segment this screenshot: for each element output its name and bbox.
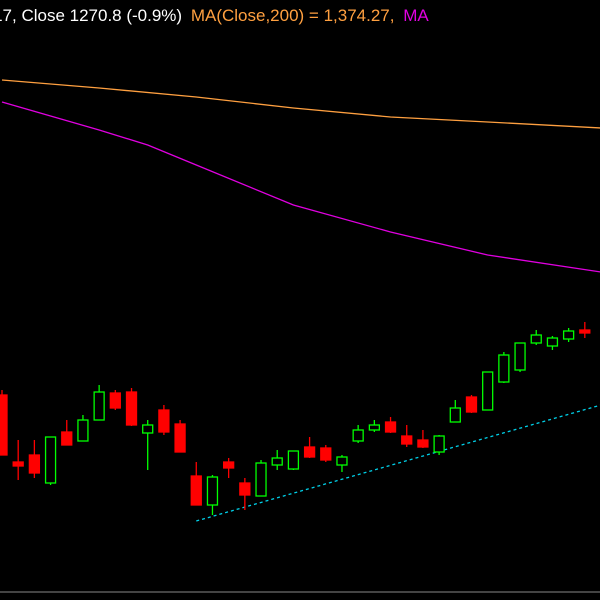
- candle-body: [384, 421, 397, 433]
- candle-body: [142, 424, 154, 434]
- candle-body: [546, 337, 559, 347]
- candle-body: [352, 429, 364, 442]
- candle-body: [61, 431, 73, 446]
- candle-body: [93, 391, 105, 421]
- candle-body: [287, 450, 300, 470]
- candle-body: [562, 330, 575, 340]
- trendline: [196, 404, 600, 522]
- candle-body: [401, 435, 413, 445]
- candle-body: [417, 439, 429, 448]
- candle-body: [190, 475, 202, 506]
- ma-line: [1, 79, 600, 129]
- candle-body: [433, 435, 445, 453]
- candle-body: [125, 391, 138, 426]
- candle-body: [336, 456, 348, 466]
- legend-entry: MA: [403, 6, 429, 25]
- candle-body: [271, 457, 283, 466]
- candle-body: [222, 461, 235, 469]
- header: 249.17, Close 1270.8 (-0.9%) MA(Close,20…: [0, 6, 429, 25]
- candle-body: [239, 482, 251, 496]
- candle-body: [109, 392, 121, 409]
- candle-body: [498, 354, 510, 383]
- candle-body: [368, 424, 381, 431]
- candle-body: [77, 419, 89, 442]
- legend-entry: MA(Close,200) = 1,374.27,: [191, 6, 395, 25]
- candle-body: [28, 454, 41, 474]
- candle-body: [320, 447, 332, 461]
- candle-body: [465, 396, 478, 413]
- candle-body: [174, 423, 186, 453]
- candle-body: [579, 329, 591, 334]
- ma-line: [1, 101, 600, 273]
- candle-body: [449, 407, 461, 423]
- quote-text: 249.17, Close 1270.8 (-0.9%): [0, 6, 182, 25]
- candle-body: [12, 461, 24, 467]
- candle-body: [206, 476, 219, 506]
- candle-body: [530, 334, 542, 344]
- candle-body: [44, 436, 57, 484]
- candle-body: [158, 409, 170, 433]
- candle-body: [482, 371, 494, 411]
- candle-body: [255, 462, 267, 497]
- candle-body: [514, 342, 526, 371]
- candle-body: [303, 446, 316, 458]
- candle-body: [0, 394, 8, 456]
